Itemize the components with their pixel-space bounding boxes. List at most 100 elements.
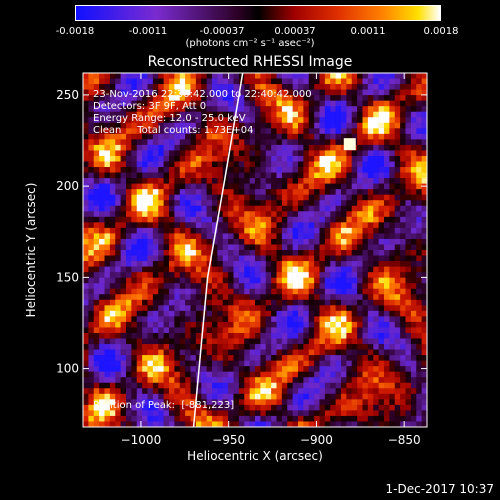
heatmap-cell (319, 161, 326, 168)
heatmap-cell (217, 255, 224, 262)
heatmap-cell (378, 111, 385, 118)
heatmap-cell (169, 238, 175, 245)
heatmap-cell (115, 205, 121, 212)
heatmap-cell (163, 161, 170, 168)
heatmap-cell (228, 172, 234, 179)
heatmap-cell (303, 106, 310, 113)
heatmap-cell (120, 366, 127, 372)
heatmap-cell (373, 294, 379, 301)
heatmap-cell (238, 161, 245, 168)
heatmap-cell (158, 122, 164, 129)
heatmap-cell (190, 178, 197, 184)
heatmap-cell (276, 84, 283, 90)
heatmap-cell (421, 216, 428, 223)
heatmap-cell (179, 288, 186, 295)
heatmap-cell (126, 133, 132, 140)
heatmap-cell (222, 189, 229, 195)
heatmap-cell (314, 216, 320, 223)
heatmap-cell (367, 305, 374, 312)
heatmap-cell (206, 95, 213, 101)
heatmap-cell (109, 366, 116, 372)
heatmap-cell (217, 128, 224, 135)
heatmap-cell (298, 183, 304, 190)
heatmap-cell (378, 155, 385, 162)
heatmap-cell (169, 382, 175, 389)
heatmap-cell (346, 238, 353, 245)
heatmap-cell (341, 84, 347, 90)
heatmap-cell (217, 283, 224, 290)
heatmap-cell (83, 227, 89, 234)
heatmap-cell (319, 415, 326, 422)
heatmap-cell (109, 78, 116, 85)
heatmap-cell (126, 388, 132, 395)
heatmap-cell (201, 277, 207, 284)
heatmap-cell (335, 222, 342, 229)
heatmap-cell (421, 327, 428, 334)
heatmap-cell (421, 338, 428, 345)
heatmap-cell (99, 294, 105, 301)
heatmap-cell (185, 100, 191, 107)
heatmap-cell (314, 399, 320, 406)
heatmap-cell (169, 366, 175, 372)
heatmap-cell (271, 128, 277, 135)
heatmap-cell (217, 344, 224, 350)
heatmap-cell (346, 155, 353, 162)
heatmap-cell (136, 261, 143, 267)
heatmap-cell (174, 332, 181, 339)
heatmap-cell (169, 288, 175, 295)
heatmap-cell (351, 238, 358, 245)
heatmap-cell (142, 194, 148, 201)
heatmap-cell (244, 172, 250, 179)
heatmap-cell (142, 250, 148, 256)
heatmap-cell (120, 399, 127, 406)
heatmap-cell (335, 366, 342, 372)
heatmap-cell (384, 139, 390, 146)
heatmap-cell (142, 255, 148, 262)
heatmap-cell (292, 344, 299, 350)
heatmap-cell (126, 244, 132, 251)
heatmap-cell (362, 332, 369, 339)
heatmap-cell (109, 128, 116, 135)
heatmap-cell (405, 117, 412, 124)
heatmap-cell (373, 167, 379, 173)
heatmap-cell (93, 78, 100, 85)
heatmap-cell (378, 255, 385, 262)
heatmap-cell (83, 73, 89, 79)
heatmap-cell (416, 283, 422, 290)
heatmap-cell (378, 100, 385, 107)
heatmap-cell (367, 205, 374, 212)
heatmap-cell (271, 178, 277, 184)
heatmap-cell (126, 321, 132, 328)
heatmap-cell (303, 78, 310, 85)
heatmap-cell (222, 382, 229, 389)
heatmap-cell (281, 382, 288, 389)
heatmap-cell (319, 111, 326, 118)
heatmap-cell (389, 155, 396, 162)
heatmap-cell (384, 244, 390, 251)
heatmap-cell (351, 377, 358, 384)
heatmap-cell (190, 189, 197, 195)
heatmap-cell (319, 122, 326, 129)
heatmap-cell (357, 288, 363, 295)
heatmap-cell (303, 183, 310, 190)
heatmap-cell (346, 410, 353, 417)
heatmap-cell (131, 404, 138, 411)
heatmap-cell (152, 299, 159, 306)
heatmap-cell (357, 332, 363, 339)
heatmap-cell (384, 233, 390, 240)
heatmap-cell (405, 84, 412, 90)
heatmap-cell (222, 216, 229, 223)
heatmap-cell (319, 377, 326, 384)
heatmap-cell (163, 205, 170, 212)
heatmap-cell (255, 255, 261, 262)
heatmap-cell (126, 316, 132, 323)
heatmap-cell (255, 283, 261, 290)
heatmap-cell (362, 283, 369, 290)
heatmap-cell (169, 100, 175, 107)
heatmap-cell (357, 393, 363, 400)
heatmap-cell (389, 294, 396, 301)
heatmap-cell (104, 205, 111, 212)
heatmap-cell (367, 106, 374, 113)
heatmap-cell (389, 139, 396, 146)
heatmap-cell (287, 360, 293, 367)
